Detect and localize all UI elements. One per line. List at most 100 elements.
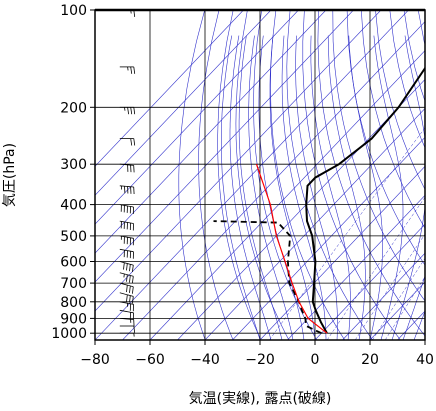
moist-adiabat-line [238, 35, 283, 340]
moist-adiabat-line [281, 35, 327, 340]
wind-barb [119, 309, 134, 320]
dry-adiabat-line [235, 10, 290, 340]
wind-barb-flag [126, 294, 128, 302]
wind-barb-flag [132, 296, 134, 304]
pressure-tick-label: 600 [60, 255, 87, 271]
dry-adiabat-line [361, 10, 425, 229]
wind-barb-shaft [119, 292, 134, 297]
wind-barb [119, 106, 136, 115]
wind-barb-shaft [119, 301, 134, 305]
isotherm-line [95, 10, 299, 225]
moist-adiabat-line [413, 310, 425, 340]
temperature-tick-label: −60 [135, 352, 165, 368]
wind-barb-flag [127, 66, 129, 71]
wind-barb-flag [130, 107, 133, 115]
dewpoint-line [213, 220, 322, 335]
temperature-tick-label: −80 [80, 352, 110, 368]
pressure-tick-label: 700 [60, 276, 87, 292]
wind-barb-flag [133, 66, 136, 74]
moist-adiabat-line [221, 35, 261, 340]
wind-barb-flag [133, 325, 136, 333]
isotherm-line [314, 223, 425, 340]
moist-adiabat-line [310, 35, 351, 340]
dry-adiabat-line [198, 10, 234, 340]
wind-barb [119, 325, 136, 333]
wind-barb-flag [130, 66, 133, 74]
thermodynamic-guide-lines [95, 10, 425, 340]
wind-barb-shaft [119, 185, 134, 188]
moist-adiabat-line [348, 35, 383, 340]
dry-adiabat-line [253, 10, 318, 340]
wind-barb-flag [124, 107, 126, 111]
wind-barb [119, 248, 134, 259]
wind-barb-flag [127, 107, 129, 115]
wind-barb [119, 301, 134, 312]
dry-adiabat-line [270, 10, 345, 340]
wind-barb-shaft [119, 204, 134, 208]
wind-barb [119, 332, 135, 337]
wind-barb [119, 220, 134, 231]
isotherm-line [95, 10, 382, 312]
isotherm-line [122, 21, 425, 340]
moist-adiabat-line [402, 275, 425, 340]
wind-barb-flag [130, 138, 133, 146]
wind-barb-flag [132, 265, 134, 273]
dry-adiabat-line [317, 10, 425, 337]
temperature-tick-label: 20 [361, 352, 379, 368]
temperature-line [305, 66, 425, 334]
pressure-tick-label: 900 [60, 311, 87, 327]
isotherm-line [95, 10, 327, 254]
wind-barb-flag [129, 295, 131, 303]
wind-barb [119, 163, 135, 173]
wind-barb-shaft [119, 248, 134, 253]
isotherm-line [95, 10, 272, 196]
temperature-ticks: −80 −60 −40 −20 0 20 40 [80, 340, 434, 368]
moist-adiabat-line [248, 35, 294, 340]
dry-adiabat-line [217, 10, 262, 340]
moist-adiabat-line [295, 35, 338, 340]
wind-barb-flag [123, 262, 125, 270]
wind-barb [119, 272, 134, 284]
wind-barb-flag [126, 285, 128, 293]
dry-adiabat-line [375, 10, 425, 190]
wind-barb-shaft [119, 163, 134, 166]
wind-barb [119, 204, 134, 215]
moist-adiabat-line [229, 35, 272, 340]
wind-barb-shaft [119, 220, 134, 224]
wind-barb-flag [132, 286, 134, 294]
wind-barb [119, 292, 134, 304]
wind-barb-shaft [119, 235, 134, 239]
moist-adiabat-line [327, 35, 366, 340]
wind-barb [119, 66, 136, 74]
wind-barb [119, 185, 135, 195]
dry-adiabat-line [389, 10, 425, 149]
wind-barb-shaft [119, 282, 134, 288]
pressure-tick-label: 400 [60, 198, 87, 214]
mixing-ratio-line [326, 196, 425, 340]
temperature-tick-label: 0 [311, 352, 320, 368]
wind-barb [119, 138, 136, 146]
wind-barb-flag [129, 285, 131, 293]
mixing-ratio-line [384, 276, 425, 340]
wind-barb [119, 261, 134, 273]
isotherm-line [204, 107, 425, 340]
isotherm-line [177, 79, 425, 340]
sounding-profiles [213, 66, 425, 335]
dry-adiabat-line [178, 10, 206, 340]
pressure-tick-label: 200 [60, 100, 87, 116]
pressure-tick-label: 500 [60, 229, 87, 245]
isotherm-line [95, 10, 409, 340]
temperature-tick-label: 40 [416, 352, 434, 368]
dry-adiabat-line [332, 10, 425, 302]
wind-barb [119, 282, 134, 294]
moist-adiabat-line [269, 35, 316, 340]
wind-barb-shaft [119, 309, 134, 314]
wind-barb-flag [133, 107, 136, 115]
isotherm-line [259, 165, 425, 340]
y-axis-title: 気圧(hPa) [2, 143, 18, 207]
isotherm-line [149, 50, 425, 340]
wind-barb [119, 235, 134, 246]
